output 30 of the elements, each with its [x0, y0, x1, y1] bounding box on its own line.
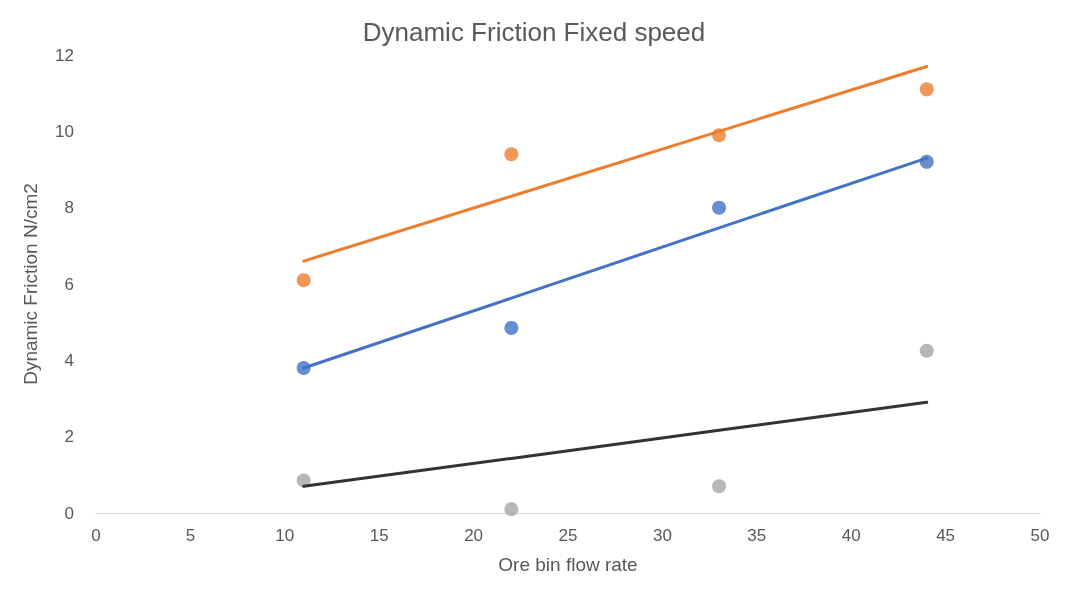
x-tick-label: 40	[841, 526, 861, 545]
y-tick-label: 10	[55, 121, 74, 141]
x-tick-label: 30	[652, 526, 672, 545]
x-tick-label: 45	[936, 526, 956, 545]
x-axis-title: Ore bin flow rate	[498, 554, 638, 575]
point	[504, 147, 519, 162]
x-tick-label: 20	[464, 526, 484, 545]
point	[712, 200, 727, 215]
point	[712, 479, 727, 494]
x-tick-label: 10	[275, 526, 295, 545]
x-tick-label: 15	[369, 526, 389, 545]
x-tick-label: 5	[185, 526, 196, 545]
x-tick-label: 0	[91, 526, 101, 545]
y-tick-label: 2	[64, 427, 74, 447]
point	[296, 273, 311, 288]
y-tick-label: 0	[64, 503, 74, 523]
point	[504, 320, 519, 335]
x-tick-label: 25	[558, 526, 578, 545]
y-tick-label: 6	[64, 274, 74, 294]
x-tick-label: 50	[1030, 526, 1050, 545]
x-tick-label: 35	[747, 526, 767, 545]
y-tick-label: 4	[64, 350, 74, 370]
point	[919, 82, 934, 97]
point	[504, 502, 519, 517]
y-tick-label: 12	[55, 45, 74, 65]
y-tick-label: 8	[64, 198, 74, 218]
point	[919, 343, 934, 358]
y-axis-title: Dynamic Friction N/cm2	[20, 183, 41, 385]
line-series	[302, 64, 929, 263]
chart-title: Dynamic Friction Fixed speed	[362, 17, 706, 47]
